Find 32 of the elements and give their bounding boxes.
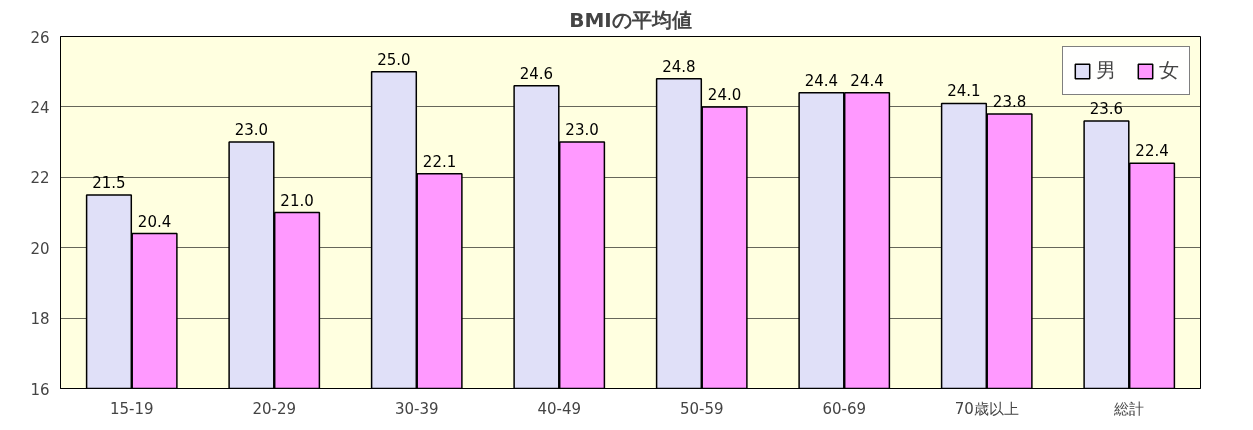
data-label: 20.4 (137, 212, 172, 231)
data-label: 23.8 (992, 92, 1027, 111)
x-tick-label: 60-69 (822, 399, 867, 418)
x-tick-label: 15-19 (109, 399, 154, 418)
data-label: 24.0 (707, 85, 742, 104)
data-label: 25.0 (377, 50, 411, 69)
y-tick-label: 18 (30, 310, 50, 329)
data-label: 24.8 (662, 57, 696, 76)
x-tick-label: 50-59 (679, 399, 724, 418)
legend-label: 女 (1159, 57, 1179, 84)
y-tick-label: 20 (30, 239, 50, 258)
y-tick-label: 24 (30, 98, 50, 117)
x-tick-label: 総計 (1113, 399, 1145, 418)
data-label: 21.0 (280, 191, 314, 210)
data-label: 23.0 (234, 121, 269, 140)
data-label: 24.4 (804, 71, 839, 90)
data-label: 22.4 (1135, 142, 1169, 161)
legend-label: 男 (1096, 57, 1116, 84)
x-tick-label: 70歳以上 (954, 399, 1019, 418)
y-tick-label: 16 (30, 380, 50, 399)
data-label: 24.4 (850, 71, 884, 90)
data-label: 22.1 (422, 152, 457, 171)
y-tick-label: 22 (30, 169, 50, 188)
data-label: 23.0 (565, 121, 599, 140)
x-tick-label: 30-39 (394, 399, 439, 418)
data-label: 24.6 (519, 64, 554, 83)
y-tick-label: 26 (30, 28, 50, 47)
x-tick-label: 40-49 (537, 399, 582, 418)
chart-title: BMIの平均値 (569, 7, 692, 32)
data-label: 21.5 (92, 173, 126, 192)
x-tick-label: 20-29 (252, 399, 297, 418)
data-label: 24.1 (947, 82, 981, 101)
